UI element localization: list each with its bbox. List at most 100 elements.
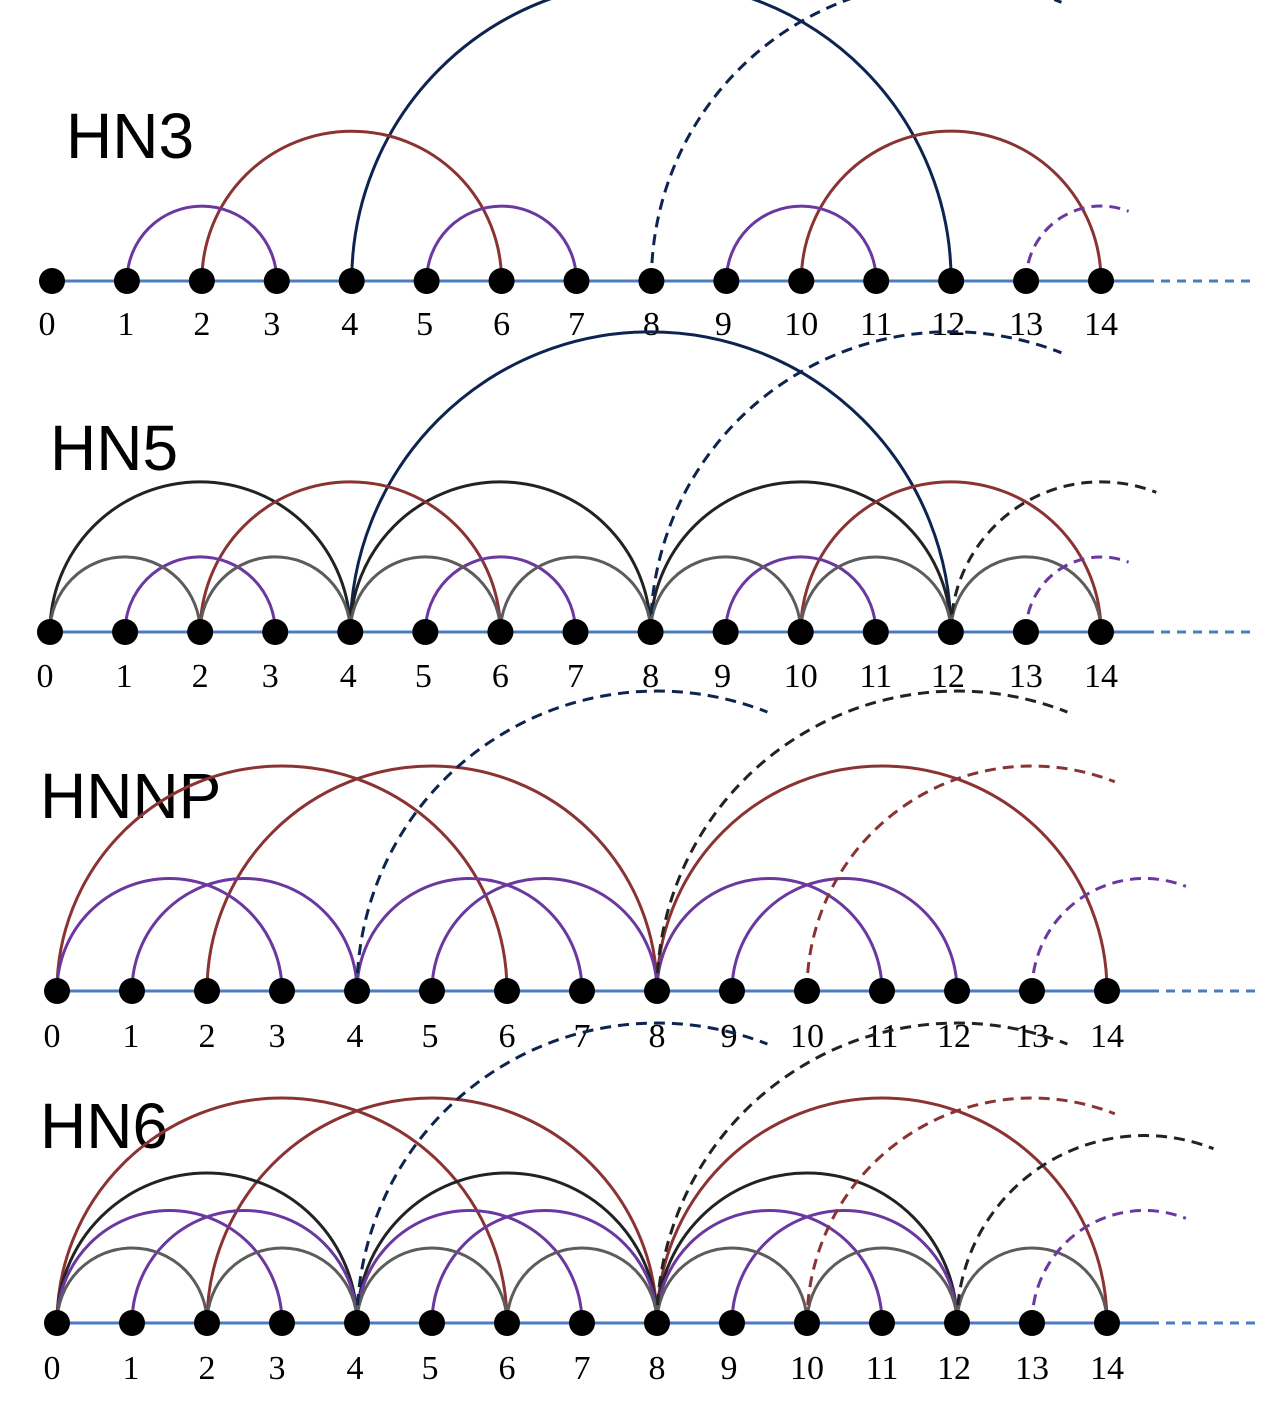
- node-label-7: 7: [574, 1350, 591, 1387]
- node-label-5: 5: [415, 658, 432, 695]
- arc-2-8: [205, 1096, 659, 1324]
- node-0: [44, 978, 70, 1004]
- node-3: [269, 978, 295, 1004]
- arc-8-10: [655, 1246, 809, 1324]
- dashed-arc-4-12: [355, 1021, 768, 1324]
- node-label-4: 4: [347, 1018, 364, 1055]
- node-6: [488, 268, 515, 294]
- arc-6-8: [498, 555, 653, 633]
- node-label-13: 13: [1015, 1350, 1049, 1387]
- node-label-11: 11: [866, 1350, 899, 1387]
- dashed-arc-8-16: [655, 1021, 1068, 1324]
- arc-0-6: [55, 764, 509, 992]
- arc-4-8: [355, 1171, 659, 1324]
- node-label-1: 1: [117, 306, 134, 343]
- dashed-arc-8-16: [649, 0, 1063, 282]
- arc-1-4: [130, 1209, 359, 1324]
- arc-8-12: [655, 1171, 959, 1324]
- node-14: [1094, 978, 1120, 1004]
- node-label-12: 12: [937, 1350, 971, 1387]
- node-label-10: 10: [790, 1350, 824, 1387]
- node-10: [787, 619, 814, 645]
- node-label-11: 11: [860, 306, 893, 343]
- node-14: [1094, 1310, 1120, 1336]
- arc-2-6: [200, 129, 504, 282]
- node-label-13: 13: [1009, 658, 1043, 695]
- arc-2-4: [205, 1246, 359, 1324]
- arc-8-11: [655, 877, 884, 992]
- node-label-14: 14: [1084, 306, 1118, 343]
- node-11: [869, 1310, 895, 1336]
- node-label-7: 7: [574, 1018, 591, 1055]
- arc-5-7: [425, 204, 578, 282]
- node-3: [263, 268, 290, 294]
- panel-hnnp: HNNP 0 1 2 3 4 5 6 7 8 9 10 11 12 13 14: [40, 689, 1255, 1055]
- node-11: [869, 978, 895, 1004]
- node-label-0: 0: [44, 1018, 61, 1055]
- node-10: [794, 978, 820, 1004]
- node-6: [494, 978, 520, 1004]
- node-0: [39, 268, 65, 294]
- arc-8-12: [649, 480, 953, 633]
- node-2: [194, 978, 220, 1004]
- node-9: [713, 268, 740, 294]
- node-label-6: 6: [493, 306, 510, 343]
- node-1: [119, 1310, 145, 1336]
- arc-1-4: [130, 877, 359, 992]
- node-label-2: 2: [199, 1018, 216, 1055]
- node-label-9: 9: [721, 1350, 738, 1387]
- node-5: [419, 978, 445, 1004]
- node-9: [712, 619, 739, 645]
- arc-2-8: [205, 764, 659, 992]
- node-label-14: 14: [1090, 1018, 1124, 1055]
- node-label-8: 8: [642, 658, 659, 695]
- node-label-8: 8: [643, 306, 660, 343]
- node-2: [187, 619, 214, 645]
- node-5: [413, 268, 440, 294]
- arc-9-12: [730, 1209, 959, 1324]
- node-4: [344, 1310, 370, 1336]
- node-1: [119, 978, 145, 1004]
- node-label-4: 4: [347, 1350, 364, 1387]
- arc-10-14: [799, 129, 1103, 282]
- arc-10-14: [799, 480, 1103, 633]
- node-12: [937, 619, 964, 645]
- node-label-3: 3: [262, 658, 279, 695]
- node-8: [638, 268, 665, 294]
- node-11: [863, 268, 890, 294]
- node-label-3: 3: [269, 1350, 286, 1387]
- node-label-9: 9: [715, 306, 732, 343]
- arc-10-12: [805, 1246, 959, 1324]
- node-label-6: 6: [492, 658, 509, 695]
- node-label-5: 5: [416, 306, 433, 343]
- arc-12-14: [955, 1246, 1109, 1324]
- dashed-arc-8-16: [649, 330, 1062, 633]
- panel-title: HN5: [50, 412, 178, 484]
- node-4: [337, 619, 364, 645]
- arc-4-7: [355, 1209, 584, 1324]
- node-label-9: 9: [714, 658, 731, 695]
- arc-12-14: [949, 555, 1103, 633]
- node-12: [938, 268, 965, 294]
- node-8: [637, 619, 664, 645]
- arc-4-6: [348, 555, 502, 633]
- node-label-1: 1: [116, 658, 133, 695]
- arc-5-7: [423, 555, 577, 633]
- node-13: [1013, 268, 1040, 294]
- node-label-12: 12: [931, 658, 965, 695]
- arc-4-12: [350, 0, 953, 282]
- node-11: [862, 619, 889, 645]
- arc-9-12: [730, 877, 959, 992]
- panel-hn6: HN6 0 1 2 3 4 5 6 7 8 9 10 11 12 13 14: [40, 1021, 1255, 1387]
- node-label-11: 11: [859, 658, 892, 695]
- node-label-7: 7: [567, 658, 584, 695]
- node-13: [1019, 1310, 1045, 1336]
- node-label-4: 4: [341, 306, 358, 343]
- arc-0-3: [55, 877, 284, 992]
- arc-0-2: [48, 555, 202, 633]
- node-label-10: 10: [784, 306, 818, 343]
- arc-0-4: [48, 480, 352, 633]
- node-1: [112, 619, 139, 645]
- dashed-arc-13-15: [1024, 555, 1130, 633]
